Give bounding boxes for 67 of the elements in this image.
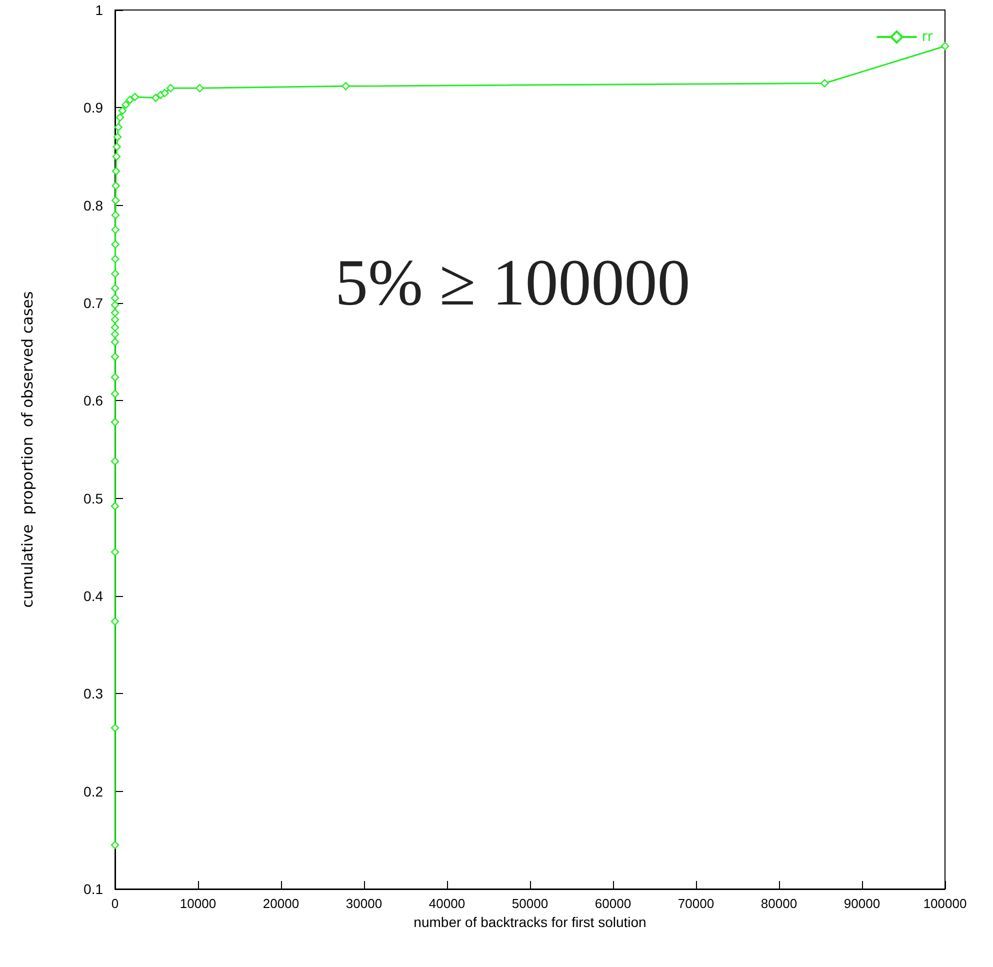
point — [110, 840, 120, 850]
point — [342, 82, 350, 90]
y-tick-label: 1 — [95, 2, 104, 18]
point — [110, 617, 120, 626]
point — [112, 142, 121, 151]
point — [112, 152, 121, 161]
point — [110, 502, 120, 510]
point — [111, 240, 120, 248]
point — [110, 390, 120, 398]
point — [122, 100, 130, 109]
point — [110, 352, 120, 361]
y-tick-label: 0.8 — [84, 197, 104, 214]
point — [940, 42, 950, 50]
point — [111, 211, 120, 220]
legend-label: rr — [922, 29, 934, 45]
y-tick-label: 0.9 — [84, 100, 104, 116]
point — [110, 308, 120, 317]
x-tick-label: 90000 — [844, 896, 880, 911]
point — [152, 94, 160, 102]
x-tick-label: 40000 — [428, 896, 466, 911]
point — [112, 196, 120, 205]
x-axis-title: number of backtracks for first solution — [414, 914, 646, 930]
point — [111, 226, 120, 234]
point — [126, 96, 134, 104]
y-tick-label: 0.3 — [84, 686, 104, 702]
point — [110, 294, 120, 302]
point — [110, 373, 120, 382]
x-tick-label: 50000 — [512, 896, 548, 911]
point — [110, 418, 120, 426]
point — [116, 113, 124, 122]
point — [118, 106, 127, 115]
point — [160, 88, 169, 98]
y-tick-label: 0.1 — [84, 881, 104, 897]
y-tick-label: 0.6 — [84, 392, 104, 409]
point — [110, 316, 120, 324]
point — [113, 132, 122, 142]
point — [111, 254, 120, 264]
x-tick-label: 0 — [111, 896, 119, 911]
point — [112, 167, 120, 176]
point — [110, 300, 120, 310]
x-tick-label: 100000 — [923, 896, 967, 911]
point — [110, 323, 120, 332]
x-tick-label: 10000 — [180, 896, 216, 911]
point — [110, 330, 120, 338]
x-tick-label: 80000 — [760, 896, 798, 911]
y-tick-label: 0.7 — [84, 295, 104, 311]
point — [820, 79, 829, 88]
y-tick-label: 0.2 — [84, 783, 104, 800]
point — [166, 84, 175, 92]
point — [110, 724, 120, 732]
point — [110, 284, 120, 292]
annotation: 5% ≥ 100000 — [335, 246, 690, 320]
point — [110, 548, 120, 556]
point — [110, 457, 120, 466]
point — [196, 84, 204, 92]
point — [130, 92, 140, 102]
point — [112, 182, 120, 190]
point — [114, 123, 122, 132]
y-tick-label: 0.5 — [84, 490, 104, 506]
x-tick-label: 70000 — [678, 896, 714, 911]
y-tick-label: 0.4 — [84, 588, 104, 604]
y-axis-title: cumulative proportion of observed cases — [18, 291, 36, 608]
x-tick-label: 20000 — [262, 896, 300, 911]
x-tick-label: 60000 — [594, 896, 632, 911]
point — [110, 338, 120, 346]
x-tick-label: 30000 — [346, 896, 382, 911]
point — [111, 270, 120, 278]
